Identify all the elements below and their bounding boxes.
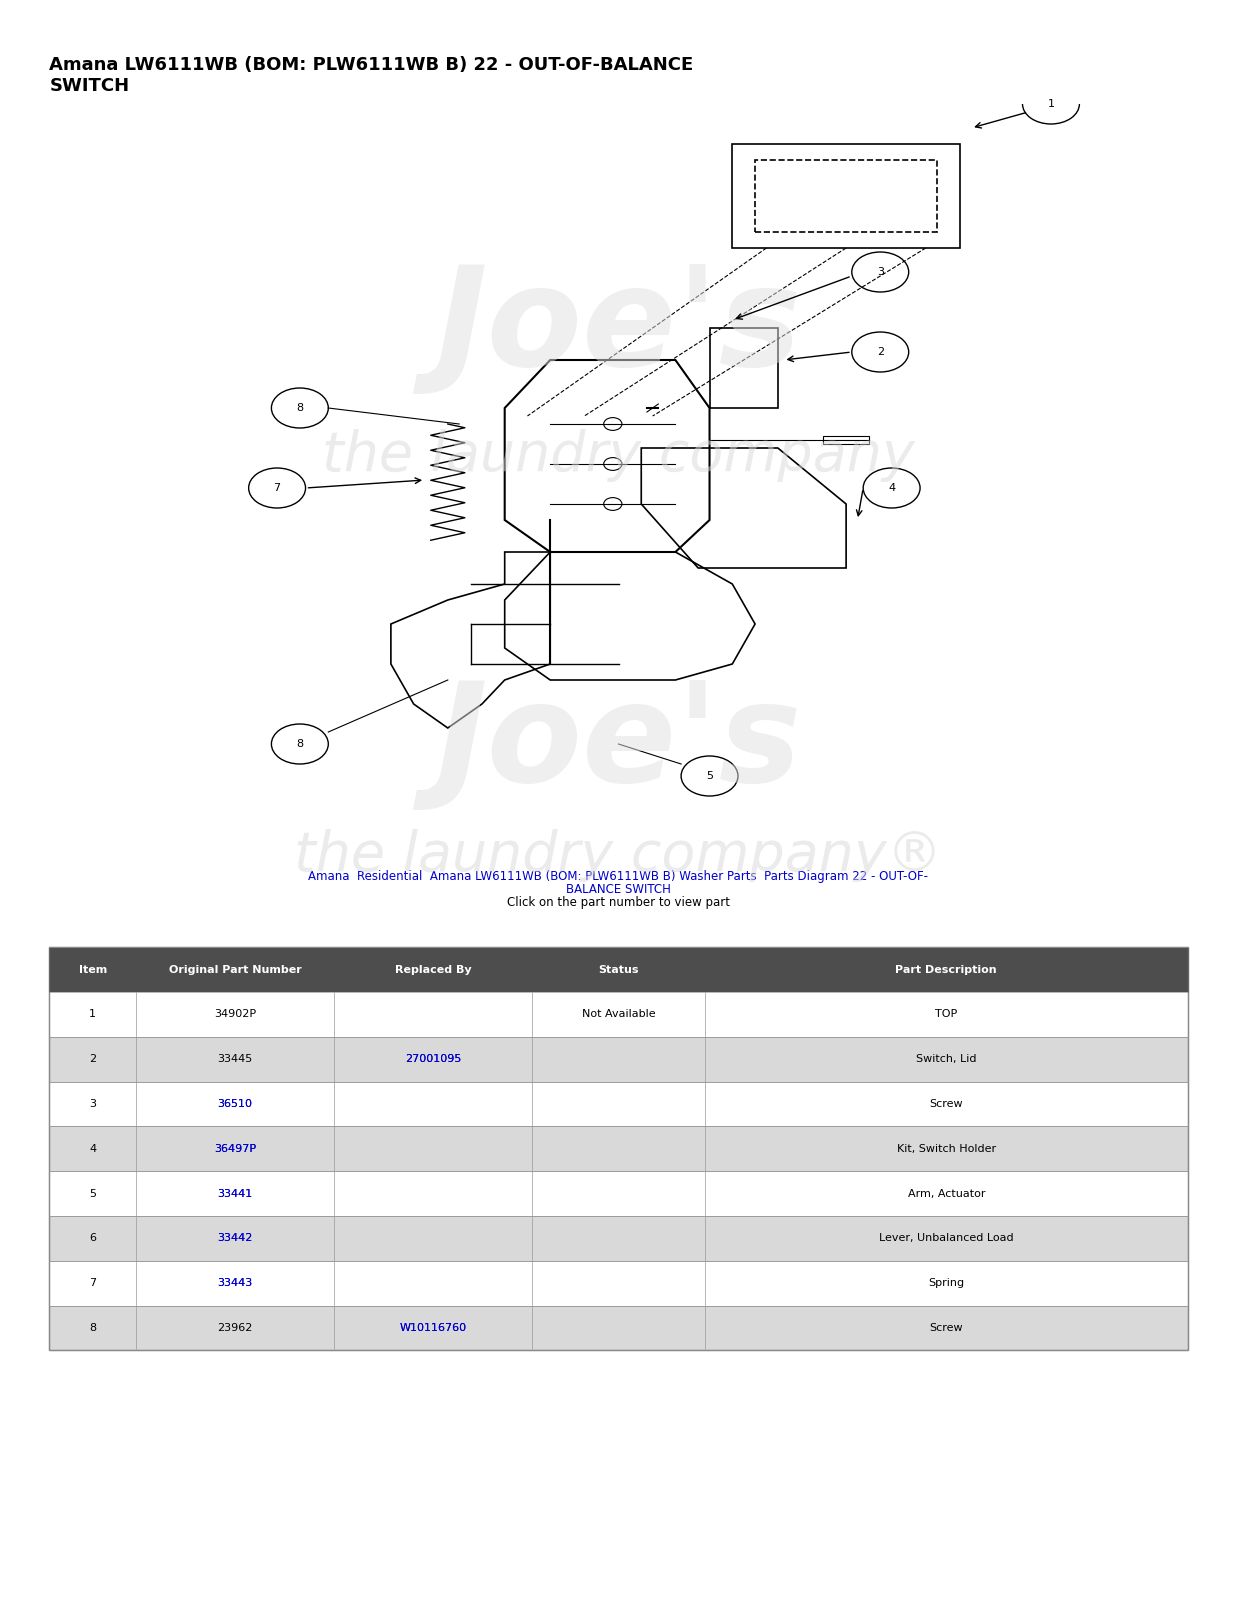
Text: 5: 5: [89, 1189, 96, 1198]
Text: Screw: Screw: [929, 1099, 964, 1109]
Text: Joe's: Joe's: [435, 677, 802, 811]
Text: 2: 2: [89, 1054, 96, 1064]
Text: 3: 3: [89, 1099, 96, 1109]
Circle shape: [604, 498, 622, 510]
Text: 34902P: 34902P: [214, 1010, 256, 1019]
Text: 33441: 33441: [218, 1189, 252, 1198]
FancyBboxPatch shape: [49, 1126, 1188, 1171]
Text: Kit, Switch Holder: Kit, Switch Holder: [897, 1144, 996, 1154]
Text: Replaced By: Replaced By: [395, 965, 471, 974]
Text: 1: 1: [1048, 99, 1054, 109]
Text: 4: 4: [888, 483, 896, 493]
FancyBboxPatch shape: [49, 1171, 1188, 1216]
Text: W10116760: W10116760: [400, 1323, 466, 1333]
Text: 4: 4: [89, 1144, 96, 1154]
Text: Screw: Screw: [929, 1323, 964, 1333]
Text: TOP: TOP: [935, 1010, 957, 1019]
Text: 33443: 33443: [218, 1278, 252, 1288]
Text: Original Part Number: Original Part Number: [168, 965, 302, 974]
Text: 5: 5: [706, 771, 713, 781]
FancyBboxPatch shape: [49, 947, 1188, 992]
Polygon shape: [824, 435, 868, 443]
Text: Lever, Unbalanced Load: Lever, Unbalanced Load: [880, 1234, 1013, 1243]
Text: 7: 7: [89, 1278, 96, 1288]
Text: 7: 7: [273, 483, 281, 493]
Text: 36510: 36510: [218, 1099, 252, 1109]
Text: Status: Status: [599, 965, 638, 974]
Text: Arm, Actuator: Arm, Actuator: [908, 1189, 985, 1198]
Text: 3: 3: [877, 267, 883, 277]
Text: Click on the part number to view part: Click on the part number to view part: [507, 896, 730, 909]
Text: 27001095: 27001095: [404, 1054, 461, 1064]
Text: W10116760: W10116760: [400, 1323, 466, 1333]
FancyBboxPatch shape: [49, 1261, 1188, 1306]
Text: Not Available: Not Available: [581, 1010, 656, 1019]
Text: Part Description: Part Description: [896, 965, 997, 974]
Circle shape: [604, 458, 622, 470]
Text: Spring: Spring: [928, 1278, 965, 1288]
Text: SWITCH: SWITCH: [49, 77, 130, 94]
FancyBboxPatch shape: [49, 1082, 1188, 1126]
FancyBboxPatch shape: [49, 1037, 1188, 1082]
Text: BALANCE SWITCH: BALANCE SWITCH: [567, 883, 670, 896]
Text: Item: Item: [79, 965, 106, 974]
Text: 8: 8: [89, 1323, 96, 1333]
FancyBboxPatch shape: [49, 1216, 1188, 1261]
Text: 33442: 33442: [218, 1234, 252, 1243]
Text: the laundry company: the laundry company: [322, 429, 915, 483]
Text: Switch, Lid: Switch, Lid: [917, 1054, 976, 1064]
Text: 33443: 33443: [218, 1278, 252, 1288]
Text: 36510: 36510: [218, 1099, 252, 1109]
FancyBboxPatch shape: [49, 1306, 1188, 1350]
Text: 2: 2: [877, 347, 883, 357]
Text: 23962: 23962: [218, 1323, 252, 1333]
Text: 6: 6: [89, 1234, 96, 1243]
Text: the laundry company®: the laundry company®: [294, 829, 943, 883]
Text: Amana  Residential  Amana LW6111WB (BOM: PLW6111WB B) Washer Parts  Parts Diagra: Amana Residential Amana LW6111WB (BOM: P…: [308, 870, 929, 883]
Text: Amana LW6111WB (BOM: PLW6111WB B) 22 - OUT-OF-BALANCE: Amana LW6111WB (BOM: PLW6111WB B) 22 - O…: [49, 56, 694, 74]
Text: 1: 1: [89, 1010, 96, 1019]
Text: 36497P: 36497P: [214, 1144, 256, 1154]
Text: 8: 8: [297, 739, 303, 749]
FancyBboxPatch shape: [49, 992, 1188, 1037]
Text: 8: 8: [297, 403, 303, 413]
Text: 33442: 33442: [218, 1234, 252, 1243]
Circle shape: [604, 418, 622, 430]
Text: 33445: 33445: [218, 1054, 252, 1064]
Text: 33441: 33441: [218, 1189, 252, 1198]
Text: 27001095: 27001095: [404, 1054, 461, 1064]
Text: 36497P: 36497P: [214, 1144, 256, 1154]
Text: Joe's: Joe's: [435, 261, 802, 395]
